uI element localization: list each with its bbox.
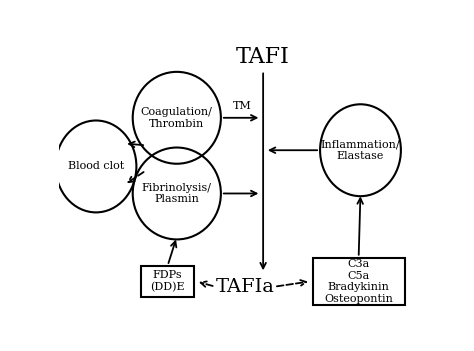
Text: Inflammation/
Elastase: Inflammation/ Elastase (321, 139, 400, 161)
Text: Fibrinolysis/
Plasmin: Fibrinolysis/ Plasmin (142, 183, 212, 204)
Text: Blood clot: Blood clot (68, 161, 124, 171)
Bar (313, 258, 404, 305)
Bar (141, 266, 194, 297)
Text: FDPs
(DD)E: FDPs (DD)E (150, 270, 185, 292)
Text: TAFI: TAFI (236, 46, 290, 68)
Text: Coagulation/
Thrombin: Coagulation/ Thrombin (141, 107, 213, 128)
Text: TM: TM (233, 101, 251, 111)
Text: TAFIa: TAFIa (215, 278, 274, 296)
Text: C3a
C5a
Bradykinin
Osteopontin: C3a C5a Bradykinin Osteopontin (324, 259, 393, 304)
